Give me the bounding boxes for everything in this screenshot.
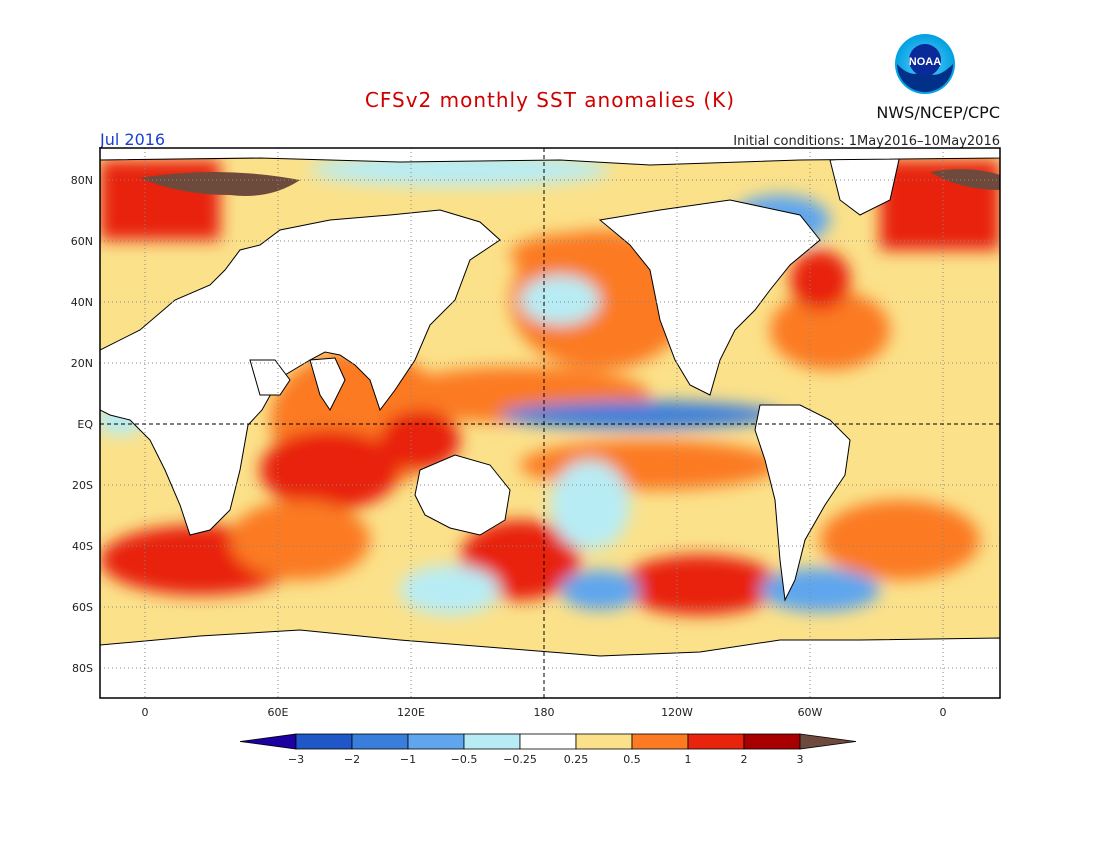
agency-label: NWS/NCEP/CPC: [876, 103, 1000, 122]
colorbar-min-arrow: [239, 733, 297, 750]
lon-label: 120W: [661, 706, 693, 719]
lat-label: 80N: [71, 174, 93, 187]
lon-label: 60W: [798, 706, 823, 719]
colorbar-swatch: [743, 733, 801, 750]
lon-label: 120E: [397, 706, 425, 719]
colorbar-tick-label: 2: [741, 753, 748, 766]
map-frame: [99, 147, 1001, 699]
chart-title: CFSv2 monthly SST anomalies (K): [364, 88, 736, 112]
colorbar-tick-label: 0.5: [623, 753, 641, 766]
noaa-logo: NOAA: [895, 34, 955, 94]
lat-label: 20S: [72, 479, 93, 492]
colorbar-swatch: [407, 733, 465, 750]
lat-label: 40S: [72, 540, 93, 553]
longitude-axis: 0 60E 120E 180 120W 60W 0: [142, 706, 947, 719]
noaa-logo-text: NOAA: [909, 56, 941, 68]
colorbar-swatch: [463, 733, 521, 750]
lat-label: 20N: [71, 357, 93, 370]
colorbar-swatch: [295, 733, 353, 750]
colorbar-swatch: [351, 733, 409, 750]
lat-label: 60N: [71, 235, 93, 248]
lat-label: 40N: [71, 296, 93, 309]
colorbar-tick-label: −2: [344, 753, 360, 766]
colorbar-tick-label: −1: [400, 753, 416, 766]
colorbar: −3 −2 −1 −0.5 −0.25 0.25 0.5 1 2 3: [239, 733, 857, 766]
lat-label: 80S: [72, 662, 93, 675]
lon-label: 180: [534, 706, 555, 719]
colorbar-tick-label: −0.25: [503, 753, 537, 766]
colorbar-swatch: [687, 733, 745, 750]
colorbar-swatch: [519, 733, 577, 750]
colorbar-tick-label: −3: [288, 753, 304, 766]
latitude-axis: 80N 60N 40N 20N EQ 20S 40S 60S 80S: [71, 174, 94, 675]
colorbar-tick-label: 3: [797, 753, 804, 766]
colorbar-max-arrow: [799, 733, 857, 750]
colorbar-tick-label: 0.25: [564, 753, 589, 766]
lon-label: 0: [142, 706, 149, 719]
sst-anomaly-field: [100, 148, 1000, 698]
month-label: Jul 2016: [100, 130, 166, 149]
colorbar-tick-label: −0.5: [451, 753, 478, 766]
lat-label: 60S: [72, 601, 93, 614]
lon-label: 60E: [268, 706, 289, 719]
colorbar-swatch: [575, 733, 633, 750]
colorbar-swatch: [631, 733, 689, 750]
lon-label: 0: [940, 706, 947, 719]
initial-conditions-label: Initial conditions: 1May2016–10May2016: [733, 134, 1000, 149]
colorbar-tick-label: 1: [685, 753, 692, 766]
lat-label: EQ: [77, 418, 93, 431]
